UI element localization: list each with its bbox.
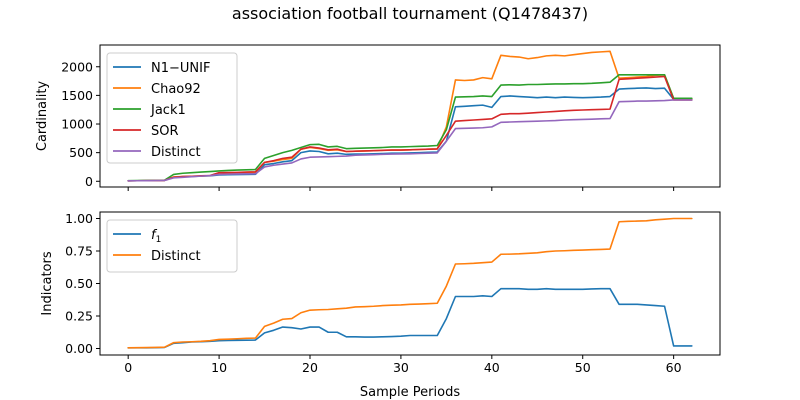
indicators-series-group	[127, 217, 693, 349]
series-line-indicators-f1	[127, 287, 693, 349]
indicators-y-tick-label: 0.75	[65, 244, 93, 259]
series-line-indicators-distinct	[127, 217, 693, 349]
indicators-legend: f1 Distinct	[106, 219, 238, 273]
cardinality-y-tick-label: 1000	[61, 117, 93, 132]
cardinality-y-tick-label: 500	[69, 145, 93, 160]
indicators-x-tick-label: 10	[211, 360, 227, 375]
legend-label-indicators-f1: f1	[151, 228, 161, 245]
indicators-y-tick-label: 1.00	[65, 211, 93, 226]
legend-label-indicators-distinct: Distinct	[151, 249, 201, 264]
indicators-panel: 0 10 20 30 40 50 60 0.00 0.25 0.50 0.75 1.00 Indicat…	[40, 211, 721, 400]
legend-label-cardinality-n1-unif: N1−UNIF	[151, 61, 210, 76]
legend-label-cardinality-chao92: Chao92	[151, 82, 201, 97]
indicators-x-axis-label: Sample Periods	[360, 385, 460, 400]
legend-label-cardinality-jack1: Jack1	[150, 103, 186, 118]
indicators-x-tick-label: 30	[393, 360, 409, 375]
chart-title: association football tournament (Q147843…	[232, 4, 588, 23]
cardinality-panel: 0 500 1000 1500 2000 Cardinality N1−UNIF Chao92…	[35, 44, 721, 191]
cardinality-y-tick-label: 2000	[61, 59, 93, 74]
indicators-y-tick-label: 0.00	[65, 341, 93, 356]
indicators-x-tick-label: 20	[302, 360, 318, 375]
legend-label-cardinality-sor: SOR	[151, 124, 179, 139]
series-line-cardinality-jack1	[127, 73, 693, 182]
legend-label-cardinality-distinct: Distinct	[151, 145, 201, 160]
cardinality-y-axis-label: Cardinality	[35, 81, 50, 152]
series-line-cardinality-distinct	[127, 99, 693, 182]
indicators-x-tick-label: 40	[484, 360, 500, 375]
cardinality-legend-box	[106, 52, 238, 164]
indicators-y-tick-label: 0.25	[65, 309, 93, 324]
indicators-y-axis-label: Indicators	[40, 251, 55, 315]
indicators-legend-box	[106, 219, 238, 273]
cardinality-axes-frame	[99, 44, 721, 188]
series-line-cardinality-sor	[127, 75, 693, 182]
cardinality-y-tick-label: 1500	[61, 88, 93, 103]
cardinality-series-group	[127, 50, 693, 182]
indicators-x-tick-label: 0	[124, 360, 132, 375]
indicators-x-tick-label: 60	[666, 360, 682, 375]
indicators-x-tick-label: 50	[575, 360, 591, 375]
cardinality-legend: N1−UNIF Chao92 Jack1 SOR Distinct	[106, 52, 238, 164]
cardinality-y-tick-label: 0	[85, 174, 93, 189]
indicators-y-tick-label: 0.50	[65, 276, 93, 291]
